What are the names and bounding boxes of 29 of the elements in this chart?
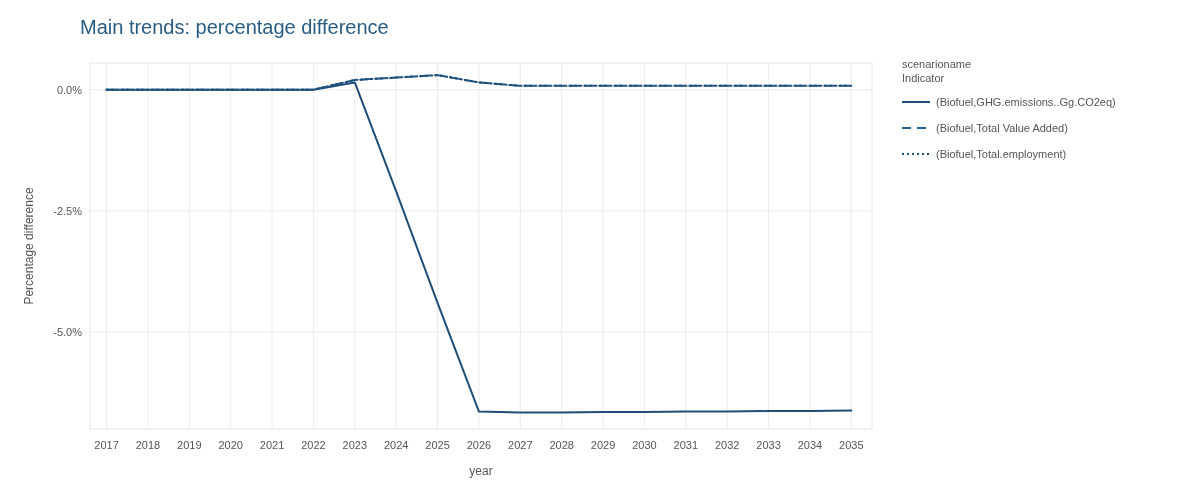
x-tick-label: 2027: [508, 439, 533, 451]
x-tick-label: 2021: [259, 439, 285, 451]
x-tick-label: 2024: [383, 439, 409, 451]
x-tick-label: 2019: [177, 439, 202, 451]
x-tick-label: 2020: [218, 439, 243, 451]
x-tick-label: 2017: [94, 439, 119, 451]
chart-title: Main trends: percentage difference: [80, 16, 389, 38]
x-tick-label: 2025: [425, 439, 450, 451]
x-tick-label: 2035: [839, 439, 864, 451]
x-axis-title: year: [469, 464, 493, 478]
x-tick-label: 2031: [673, 439, 699, 451]
x-tick-label: 2034: [797, 439, 823, 451]
legend-title: scenarioname Indicator: [902, 58, 972, 84]
x-tick-label: 2033: [756, 439, 781, 451]
y-axis-title: Percentage difference: [22, 187, 36, 305]
x-tick-label: 2028: [549, 439, 574, 451]
x-tick-label: 2030: [632, 439, 657, 451]
y-tick-label: -2.5%: [53, 204, 83, 217]
x-tick-label: 2023: [342, 439, 368, 451]
x-tick-label: 2026: [466, 439, 492, 451]
legend-label: (Biofuel,GHG.emissions..Gg.CO2eq): [936, 96, 1116, 108]
x-tick-label: 2029: [590, 439, 616, 451]
legend-label: (Biofuel,Total Value Added): [936, 122, 1068, 134]
x-tick-label: 2018: [135, 439, 161, 451]
y-tick-label: 0.0%: [56, 83, 83, 96]
x-tick-label: 2032: [714, 439, 740, 451]
x-tick-label: 2022: [301, 439, 326, 451]
legend-label: (Biofuel,Total.employment): [936, 148, 1067, 160]
y-tick-label: -5.0%: [53, 326, 83, 339]
